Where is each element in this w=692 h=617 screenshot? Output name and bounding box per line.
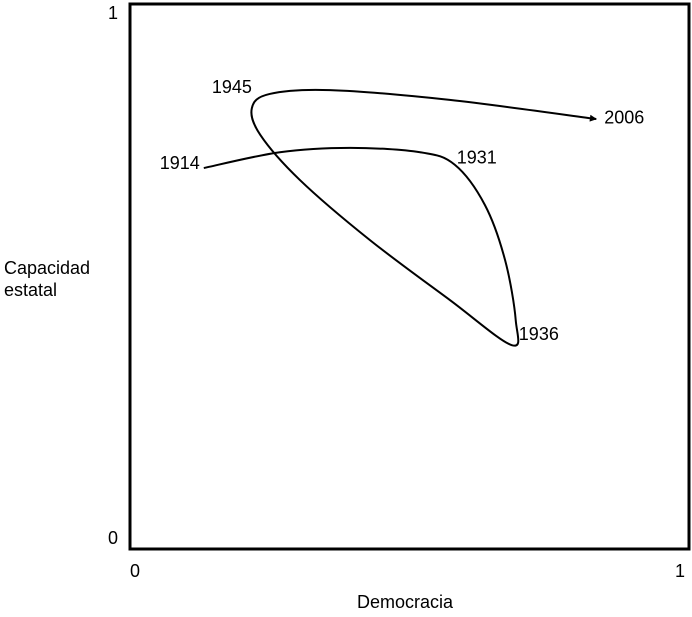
point-label: 1914 [160,153,200,173]
y-axis-label: estatal [4,280,57,300]
y-tick-label: 1 [108,3,118,23]
x-tick-label: 1 [675,561,685,581]
point-label: 1931 [457,148,497,168]
plot-frame [128,2,691,551]
x-tick-label: 0 [130,561,140,581]
x-axis-label: Democracia [357,592,454,612]
y-axis-label: Capacidad [4,258,90,278]
y-tick-label: 0 [108,528,118,548]
trajectory-line [203,88,597,347]
point-label: 1945 [212,77,252,97]
point-label: 2006 [604,108,644,128]
point-label: 1936 [519,324,559,344]
